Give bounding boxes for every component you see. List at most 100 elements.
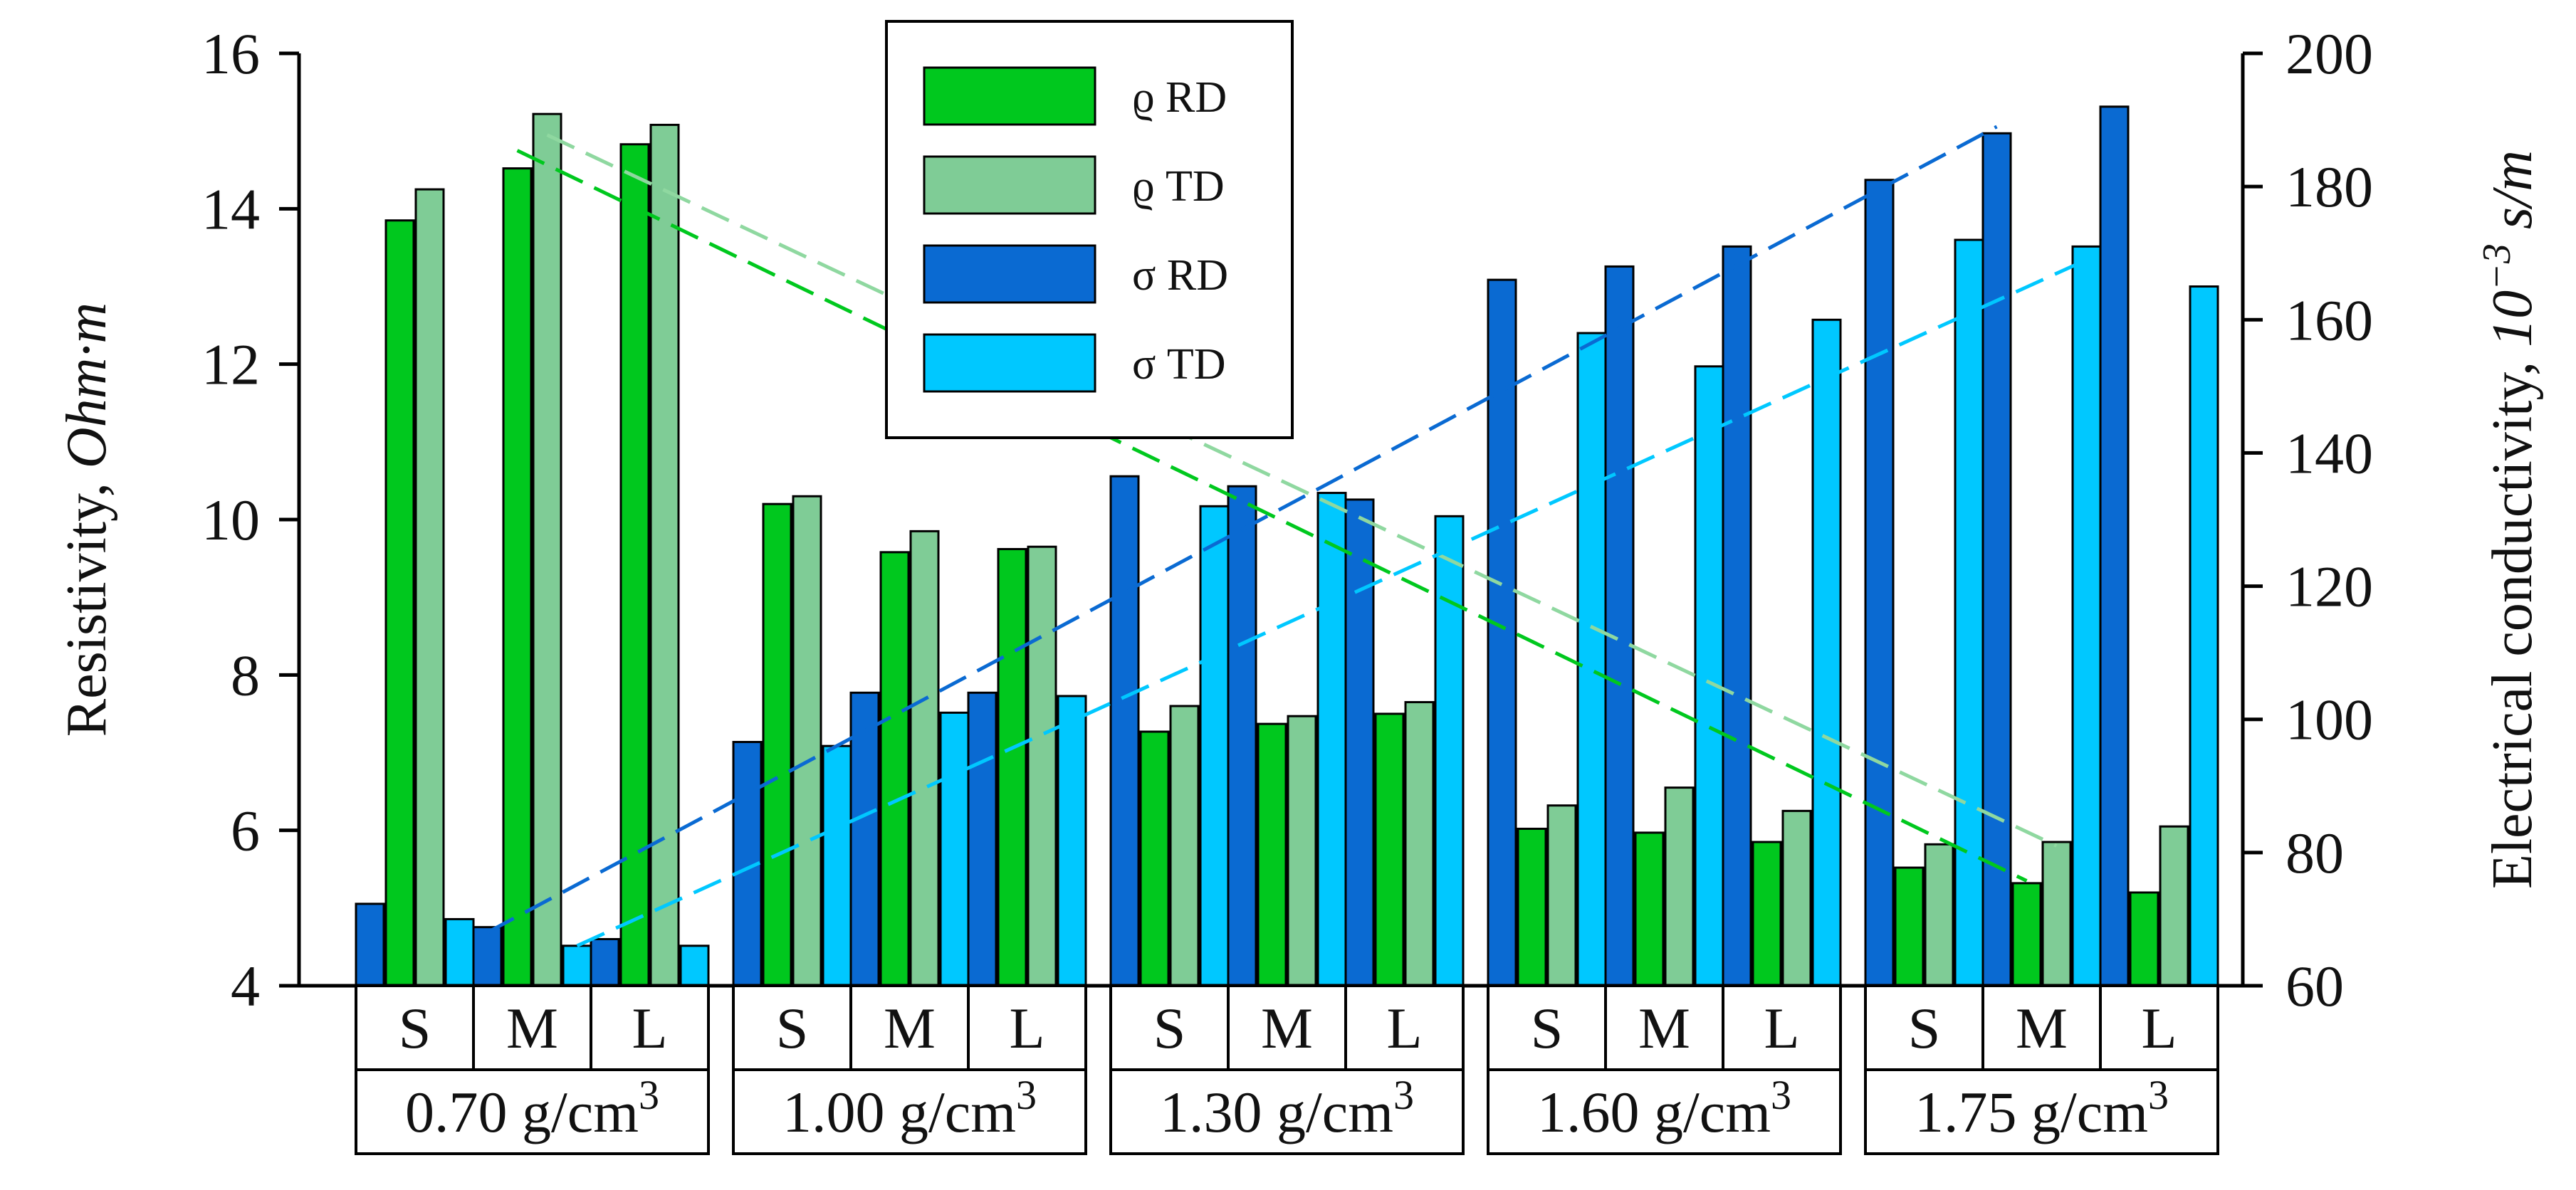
- bar-rho-rd-g0-S: [384, 219, 415, 987]
- bar-rho-rd-g0-M: [502, 167, 533, 987]
- group-box-density: [355, 1068, 710, 1155]
- legend-swatch-rho-td: [923, 155, 1096, 215]
- y-right-tick-label: 100: [2286, 688, 2373, 752]
- bar-sigma-rd-g2-M: [1227, 485, 1257, 987]
- x-subcategory-label: M: [1261, 996, 1313, 1060]
- x-group-label: 1.75 g/cm3: [1915, 1072, 2169, 1144]
- bar-rho-rd-g2-S: [1139, 730, 1170, 987]
- y-right-tick-label: 60: [2286, 954, 2344, 1018]
- bar-sigma-td-g2-S: [1199, 505, 1230, 987]
- y-left-tick-label: 8: [231, 643, 260, 707]
- bar-rho-rd-g1-M: [879, 551, 910, 987]
- y-left-tick-label: 10: [201, 488, 260, 552]
- bar-sigma-rd-g1-M: [849, 691, 880, 987]
- y-right-title-unit-base: 10: [2481, 290, 2544, 347]
- x-subcategory-label: S: [1531, 996, 1564, 1060]
- trendline-sigma-td: [576, 258, 2088, 948]
- y-right-tick-label: 200: [2286, 21, 2373, 86]
- group-box-density: [732, 1068, 1087, 1155]
- x-subcategory-label: L: [2141, 996, 2177, 1060]
- bar-sigma-rd-g1-L: [967, 691, 998, 987]
- legend-label-rho-td: ϱ TD: [1132, 162, 1225, 211]
- y-right-axis-title: Electrical conductivity, 10−3 s/m: [2475, 150, 2544, 889]
- bar-sigma-rd-g0-M: [472, 926, 503, 987]
- bar-rho-rd-g3-M: [1634, 831, 1665, 987]
- y-left-tick-label: 16: [201, 21, 260, 86]
- group-box-density: [1864, 1068, 2219, 1155]
- y-right-tick-label: 120: [2286, 554, 2373, 619]
- bar-sigma-rd-g3-L: [1722, 245, 1752, 987]
- trendline-rho-rd: [516, 149, 2028, 883]
- y-right-tick-label: 180: [2286, 154, 2373, 219]
- bar-sigma-td-g0-S: [444, 917, 475, 987]
- bar-sigma-rd-g2-S: [1109, 475, 1140, 987]
- bar-rho-rd-g4-M: [2011, 882, 2042, 987]
- x-group-label: 1.30 g/cm3: [1160, 1072, 1414, 1144]
- bar-rho-td-g1-L: [1027, 545, 1057, 987]
- x-subcategory-label: L: [1386, 996, 1422, 1060]
- legend-swatch-sigma-td: [923, 333, 1096, 393]
- bar-sigma-td-g3-M: [1694, 365, 1724, 987]
- legend-swatch-sigma-rd: [923, 244, 1096, 304]
- bar-sigma-td-g0-M: [562, 944, 592, 987]
- y-left-ticks: 4 6 8 10 12 14 16: [201, 21, 299, 1018]
- y-right-tick-label: 160: [2286, 288, 2373, 352]
- group-box-density: [1109, 1068, 1465, 1155]
- bar-sigma-td-g0-L: [679, 944, 710, 987]
- y-left-title-unit: Ohm·m: [56, 302, 118, 468]
- trendlines-layer: [486, 125, 2088, 948]
- bar-rho-td-g4-M: [2041, 841, 2072, 987]
- bar-rho-td-g0-L: [649, 123, 680, 987]
- x-subcategory-label: L: [1764, 996, 1799, 1060]
- x-group-label: 1.00 g/cm3: [782, 1072, 1037, 1144]
- x-subcategory-label: L: [1009, 996, 1044, 1060]
- group-box-density: [1487, 1068, 1842, 1155]
- bar-sigma-td-g1-L: [1057, 695, 1087, 987]
- bar-rho-rd-g1-S: [762, 502, 792, 987]
- bar-sigma-td-g4-M: [2071, 245, 2102, 987]
- y-right-ticks: 60 80 100 120 140 160 180 200: [2243, 21, 2373, 1018]
- x-group-label: 0.70 g/cm3: [405, 1072, 659, 1144]
- bar-rho-rd-g2-L: [1374, 712, 1405, 987]
- bar-rho-td-g3-S: [1546, 804, 1577, 987]
- legend: ϱ RD ϱ TD σ RD σ TD: [885, 20, 1294, 439]
- bar-sigma-rd-g3-M: [1604, 265, 1635, 987]
- bar-rho-td-g1-M: [909, 530, 940, 987]
- bar-rho-td-g0-M: [532, 112, 562, 987]
- y-right-title-unit-exp: −3: [2475, 243, 2519, 290]
- bar-sigma-rd-g4-S: [1864, 179, 1895, 987]
- bar-rho-td-g2-M: [1287, 715, 1317, 987]
- legend-swatch-rho-rd: [923, 66, 1096, 126]
- x-subcategory-label: S: [399, 996, 431, 1060]
- bar-rho-td-g1-S: [792, 495, 822, 987]
- y-right-title-plain: Electrical conductivity,: [2481, 347, 2544, 889]
- trendline-rho-td: [546, 133, 2058, 848]
- y-left-tick-label: 12: [201, 332, 260, 397]
- bar-sigma-rd-g4-L: [2099, 105, 2130, 987]
- y-right-title-unit-tail: s/m: [2481, 150, 2544, 243]
- bar-sigma-td-g2-M: [1316, 492, 1347, 987]
- y-left-title-plain: Resistivity,: [56, 468, 118, 737]
- bar-rho-rd-g3-L: [1752, 841, 1782, 987]
- legend-label-rho-rd: ϱ RD: [1132, 73, 1227, 122]
- bar-sigma-td-g4-S: [1954, 238, 1984, 987]
- x-category-boxes: S M L 0.70 g/cm3 S M L 1.00 g/cm3 S M L 1.30 g/cm3 S…: [355, 984, 2219, 1155]
- legend-label-sigma-rd: σ RD: [1132, 251, 1228, 300]
- bar-sigma-td-g2-L: [1434, 515, 1465, 987]
- x-subcategory-label: M: [1638, 996, 1690, 1060]
- x-subcategory-label: M: [2016, 996, 2068, 1060]
- bar-rho-td-g4-S: [1924, 843, 1954, 987]
- x-subcategory-label: L: [632, 996, 667, 1060]
- bar-rho-rd-g3-S: [1517, 827, 1547, 987]
- bar-sigma-rd-g2-L: [1344, 498, 1375, 987]
- trendline-sigma-rd: [486, 125, 1998, 934]
- y-left-tick-label: 6: [231, 799, 260, 863]
- bar-rho-td-g0-S: [414, 188, 445, 987]
- bar-sigma-td-g3-L: [1811, 318, 1842, 987]
- y-right-tick-label: 140: [2286, 421, 2373, 485]
- x-subcategory-label: M: [884, 996, 936, 1060]
- group-box-subcategories: [1487, 984, 1842, 1071]
- legend-label-sigma-td: σ TD: [1132, 340, 1226, 389]
- bar-rho-td-g4-L: [2159, 825, 2189, 987]
